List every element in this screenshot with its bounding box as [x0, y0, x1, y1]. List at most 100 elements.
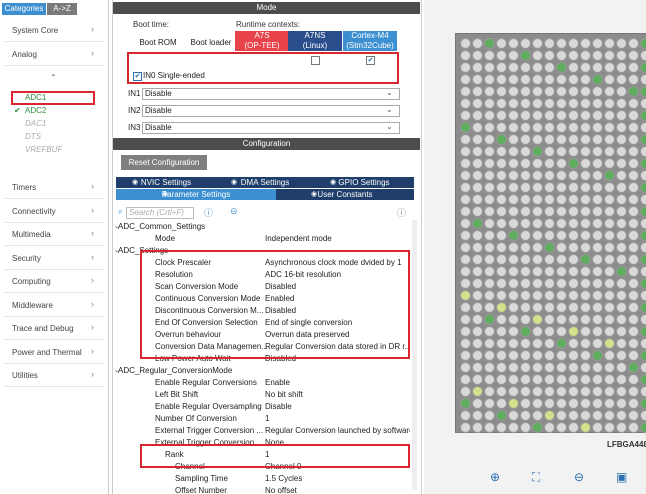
pin: [616, 350, 627, 361]
pin: [640, 230, 646, 241]
expand-icon[interactable]: ⌄: [114, 367, 120, 374]
dropdown[interactable]: Disable: [142, 105, 400, 117]
pin: [460, 398, 471, 409]
pin: [592, 374, 603, 385]
pin: [580, 410, 591, 421]
tab[interactable]: User Constants: [276, 189, 415, 200]
option-label: IN0 Single-ended: [143, 71, 205, 80]
toolbar-icon[interactable]: ⊖: [574, 470, 585, 484]
pin: [628, 410, 639, 421]
toolbar-icon[interactable]: ⛶: [532, 470, 541, 484]
pin: [616, 182, 627, 193]
tab[interactable]: A->Z: [47, 3, 77, 15]
pin: [532, 158, 543, 169]
pin: [484, 302, 495, 313]
pin: [556, 182, 567, 193]
pin: [640, 122, 646, 133]
toolbar-icon[interactable]: ▣: [616, 470, 628, 484]
peripheral-item[interactable]: ADC1: [25, 93, 47, 102]
pin: [568, 302, 579, 313]
dropdown[interactable]: Disable: [142, 122, 400, 134]
pin: [580, 74, 591, 85]
checkbox[interactable]: ✔: [133, 72, 142, 81]
pin: [568, 146, 579, 157]
pin: [508, 38, 519, 49]
category[interactable]: Utilities: [12, 371, 38, 380]
pin: [496, 50, 507, 61]
pin: [484, 98, 495, 109]
category[interactable]: Trace and Debug: [12, 324, 74, 333]
pin: [616, 254, 627, 265]
pin: [592, 326, 603, 337]
pin: [544, 170, 555, 181]
pin: [592, 266, 603, 277]
pin: [544, 194, 555, 205]
pin: [640, 422, 646, 433]
pin: [520, 62, 531, 73]
category[interactable]: Analog: [12, 50, 37, 59]
parameter-value: Regular Conversion data stored in DR r..…: [265, 342, 410, 351]
pin: [568, 110, 579, 121]
nav-icon[interactable]: ⓘ: [204, 208, 214, 218]
pin: [472, 86, 483, 97]
peripheral-item[interactable]: VREFBUF: [25, 145, 63, 154]
peripheral-item[interactable]: DAC1: [25, 119, 47, 128]
category[interactable]: System Core: [12, 26, 59, 35]
pin: [580, 110, 591, 121]
nav-icon[interactable]: ⊝: [230, 206, 238, 216]
pin: [628, 326, 639, 337]
category[interactable]: Timers: [12, 183, 37, 192]
context-label: A7S: [254, 31, 270, 40]
pin: [580, 182, 591, 193]
search-box[interactable]: Search (Crtl+F): [126, 207, 194, 219]
expand-icon[interactable]: ⌄: [114, 247, 120, 254]
pin: [568, 266, 579, 277]
pin: [604, 98, 615, 109]
pin: [508, 62, 519, 73]
pin: [520, 374, 531, 385]
pin: [508, 122, 519, 133]
pin: [460, 182, 471, 193]
tab[interactable]: GPIO Settings: [314, 177, 415, 188]
info-icon[interactable]: ⓘ: [397, 208, 407, 218]
pin: [640, 374, 646, 385]
pin: [568, 170, 579, 181]
pin: [460, 194, 471, 205]
pin: [472, 278, 483, 289]
pin: [520, 74, 531, 85]
checkbox[interactable]: ✔: [366, 56, 375, 65]
category[interactable]: Multimedia: [12, 230, 51, 239]
tab[interactable]: Categories: [2, 3, 46, 15]
pin: [556, 98, 567, 109]
checkbox[interactable]: [311, 56, 320, 65]
pin: [556, 350, 567, 361]
parameter-value: Independent mode: [265, 234, 332, 243]
tab[interactable]: Parameter Settings: [116, 189, 277, 200]
category[interactable]: Computing: [12, 277, 51, 286]
pin: [520, 398, 531, 409]
category[interactable]: Security: [12, 253, 41, 263]
pin: [544, 62, 555, 73]
pin: [532, 278, 543, 289]
toolbar-icon[interactable]: ⊕: [490, 470, 501, 484]
category[interactable]: Middleware: [12, 300, 53, 310]
peripheral-item[interactable]: DTS: [25, 132, 41, 141]
pin: [544, 230, 555, 241]
category[interactable]: Connectivity: [12, 206, 56, 216]
pin: [496, 422, 507, 433]
pin: [628, 50, 639, 61]
pin: [580, 98, 591, 109]
pin: [592, 98, 603, 109]
category[interactable]: Power and Thermal: [12, 347, 82, 357]
pin: [484, 62, 495, 73]
pin: [604, 266, 615, 277]
button[interactable]: Reset Configuration: [121, 155, 207, 170]
pin: [520, 266, 531, 277]
pin: [604, 134, 615, 145]
parameter-value: 1: [265, 450, 270, 459]
dropdown[interactable]: Disable: [142, 88, 400, 100]
pin: [604, 302, 615, 313]
pin: [496, 62, 507, 73]
peripheral-item[interactable]: ADC2: [25, 106, 47, 115]
expand-icon[interactable]: ⌄: [114, 223, 120, 230]
